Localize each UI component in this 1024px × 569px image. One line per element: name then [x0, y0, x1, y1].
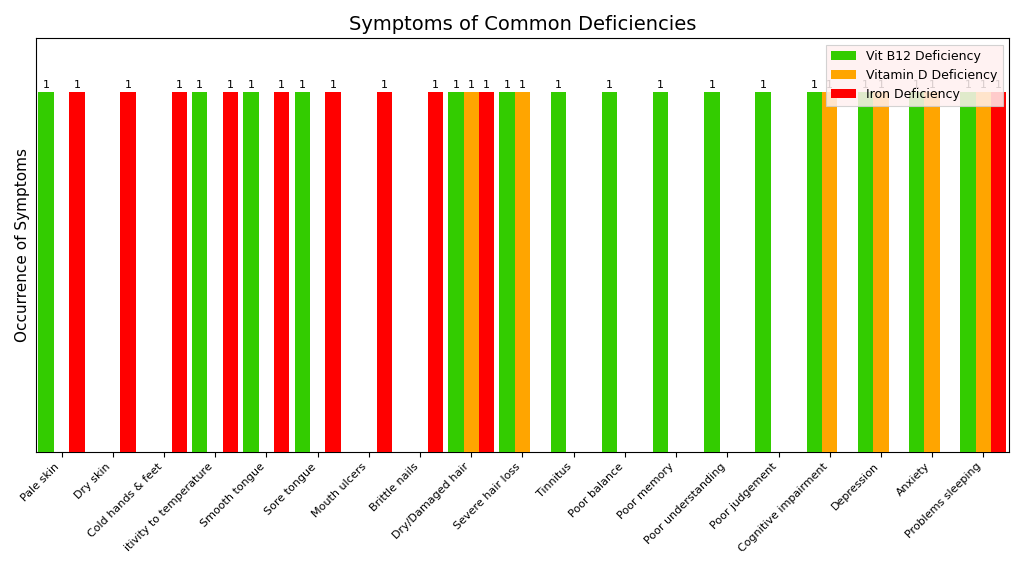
Bar — [295, 92, 310, 452]
Text: 1: 1 — [811, 80, 818, 90]
Bar — [223, 92, 239, 452]
Text: 1: 1 — [862, 80, 869, 90]
Text: 1: 1 — [74, 80, 81, 90]
Text: 1: 1 — [760, 80, 767, 90]
Bar — [70, 92, 85, 452]
Text: 1: 1 — [980, 80, 987, 90]
Text: 1: 1 — [606, 80, 613, 90]
Bar — [858, 92, 873, 452]
Text: 1: 1 — [929, 80, 936, 90]
Text: 1: 1 — [878, 80, 885, 90]
Text: 1: 1 — [483, 80, 490, 90]
Text: 1: 1 — [453, 80, 460, 90]
Bar — [172, 92, 187, 452]
Bar — [873, 92, 889, 452]
Bar — [822, 92, 838, 452]
Text: 1: 1 — [227, 80, 234, 90]
Text: 1: 1 — [381, 80, 388, 90]
Bar — [479, 92, 495, 452]
Text: 1: 1 — [995, 80, 1002, 90]
Bar — [377, 92, 392, 452]
Bar — [807, 92, 822, 452]
Text: 1: 1 — [555, 80, 562, 90]
Text: 1: 1 — [709, 80, 716, 90]
Text: 1: 1 — [248, 80, 255, 90]
Bar — [602, 92, 617, 452]
Bar — [39, 92, 54, 452]
Bar — [274, 92, 290, 452]
Title: Symptoms of Common Deficiencies: Symptoms of Common Deficiencies — [349, 15, 696, 34]
Text: 1: 1 — [330, 80, 337, 90]
Bar — [121, 92, 136, 452]
Text: 1: 1 — [468, 80, 475, 90]
Text: 1: 1 — [826, 80, 834, 90]
Text: 1: 1 — [965, 80, 972, 90]
Text: 1: 1 — [197, 80, 204, 90]
Bar — [244, 92, 259, 452]
Bar — [551, 92, 566, 452]
Bar — [326, 92, 341, 452]
Text: 1: 1 — [176, 80, 183, 90]
Bar — [991, 92, 1007, 452]
Bar — [925, 92, 940, 452]
Bar — [500, 92, 515, 452]
Text: 1: 1 — [913, 80, 921, 90]
Text: 1: 1 — [279, 80, 286, 90]
Bar — [705, 92, 720, 452]
Text: 1: 1 — [432, 80, 439, 90]
Bar — [961, 92, 976, 452]
Text: 1: 1 — [299, 80, 306, 90]
Bar — [756, 92, 771, 452]
Bar — [909, 92, 925, 452]
Text: 1: 1 — [43, 80, 50, 90]
Bar — [193, 92, 208, 452]
Bar — [976, 92, 991, 452]
Bar — [449, 92, 464, 452]
Bar — [653, 92, 669, 452]
Text: 1: 1 — [519, 80, 526, 90]
Bar — [428, 92, 443, 452]
Text: 1: 1 — [657, 80, 665, 90]
Text: 1: 1 — [125, 80, 132, 90]
Bar — [515, 92, 530, 452]
Y-axis label: Occurrence of Symptoms: Occurrence of Symptoms — [15, 148, 31, 342]
Legend: Vit B12 Deficiency, Vitamin D Deficiency, Iron Deficiency: Vit B12 Deficiency, Vitamin D Deficiency… — [826, 44, 1002, 106]
Bar — [464, 92, 479, 452]
Text: 1: 1 — [504, 80, 511, 90]
